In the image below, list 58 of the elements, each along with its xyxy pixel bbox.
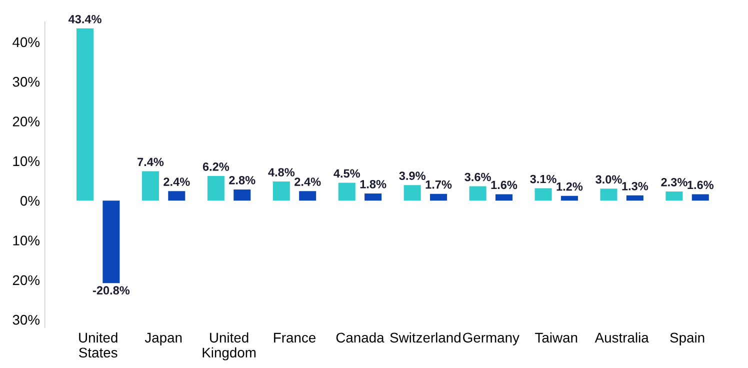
bar [626, 195, 644, 201]
data-label: 1.7% [426, 180, 452, 189]
data-label: 2.4% [164, 178, 190, 186]
data-label: 6.2% [202, 162, 230, 171]
x-tick-label: Switzerland [390, 332, 460, 343]
data-label: 43.4% [68, 14, 102, 24]
x-tick-label: Canada [336, 332, 384, 343]
data-label: 4.5% [334, 169, 360, 178]
data-label: 1.6% [688, 180, 714, 190]
bar [338, 182, 356, 201]
y-tick-label: 20% [12, 275, 40, 286]
data-label: 2.8% [229, 176, 256, 184]
bar [404, 185, 421, 201]
data-label: 2.3% [661, 178, 688, 186]
x-tick-label: Japan [144, 332, 182, 346]
data-label: 3.1% [530, 174, 556, 184]
data-label: 3.9% [399, 172, 426, 180]
y-tick-label: 30% [12, 76, 40, 87]
data-label: 7.4% [138, 158, 164, 166]
bar [168, 191, 186, 201]
x-tick-label: Australia [594, 332, 649, 343]
data-label: 1.2% [556, 182, 583, 191]
y-tick-label: 10% [13, 156, 40, 166]
bar [234, 189, 251, 201]
x-tick-label: United States [79, 332, 118, 358]
bar [495, 194, 512, 201]
bar [600, 188, 618, 201]
data-label: 4.8% [268, 168, 295, 176]
bar [560, 196, 578, 201]
bar [469, 186, 486, 201]
y-tick-label: 20% [12, 116, 40, 126]
data-label: 2.4% [294, 178, 321, 186]
y-tick-label: 30% [12, 314, 40, 325]
data-label: 3.0% [596, 175, 622, 184]
y-tick-label: 0% [20, 196, 40, 206]
bar [364, 193, 382, 201]
y-tick-label: 10% [13, 236, 40, 246]
bar [76, 28, 94, 201]
y-tick-label: 40% [12, 37, 40, 48]
bar [692, 194, 709, 201]
bar [430, 194, 448, 201]
data-label: 3.6% [464, 172, 491, 182]
data-label: 1.3% [622, 182, 648, 190]
bar [142, 171, 159, 201]
bar [272, 182, 290, 201]
x-tick-label: Taiwan [535, 332, 578, 343]
x-tick-label: Spain [670, 332, 704, 346]
bar [666, 191, 683, 201]
bar [299, 191, 316, 201]
data-label: 1.6% [491, 180, 518, 190]
x-tick-label: United Kingdom [202, 332, 256, 360]
bar [102, 200, 120, 284]
data-label: 1.8% [360, 180, 386, 188]
data-label: -20.8% [92, 286, 130, 295]
bar [534, 188, 552, 201]
bar [207, 176, 224, 201]
x-tick-label: Germany [463, 332, 520, 346]
x-tick-label: France [274, 332, 316, 343]
